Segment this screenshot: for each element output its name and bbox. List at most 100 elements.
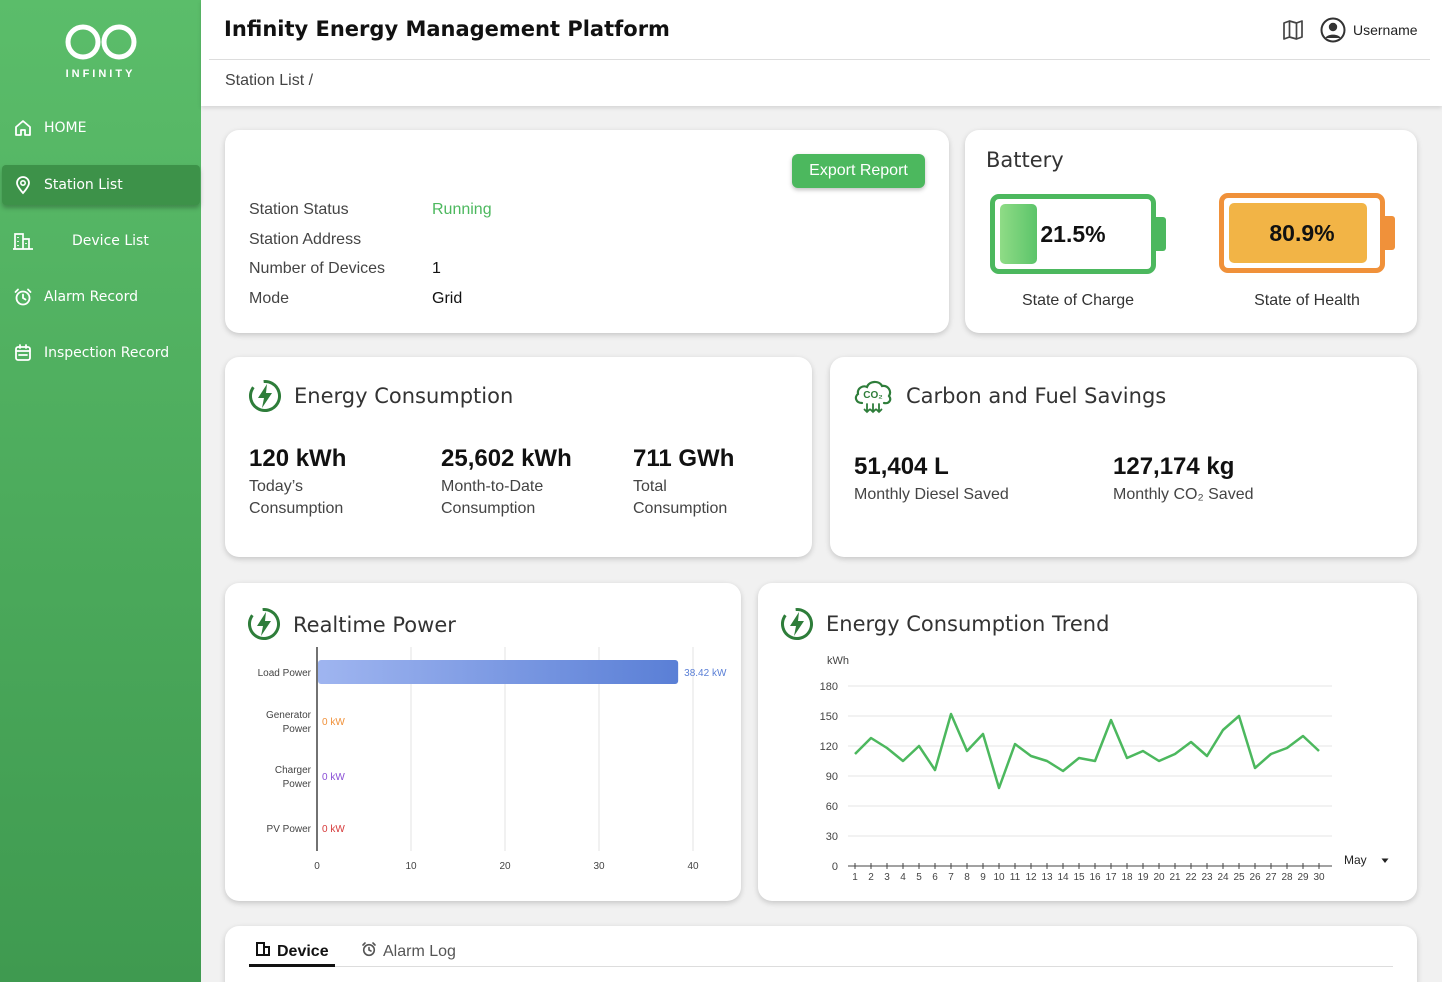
- soc-fill: [1000, 204, 1037, 264]
- sidebar-item-inspection-record[interactable]: Inspection Record: [2, 333, 200, 373]
- page-title: Infinity Energy Management Platform: [224, 17, 670, 41]
- device-count-value: 1: [432, 260, 441, 277]
- building-icon: [255, 941, 271, 962]
- x-tick-label: 29: [1297, 872, 1309, 883]
- realtime-power-title: Realtime Power: [293, 613, 456, 637]
- sidebar-item-station-list[interactable]: Station List: [2, 165, 200, 205]
- realtime-power-chart: 0 10 20 30 40 Load Power 38.42 kW Generator Powe…: [258, 647, 727, 872]
- x-tick-label: 17: [1105, 872, 1117, 883]
- x-tick-label: 27: [1265, 872, 1277, 883]
- sidebar-item-device-list[interactable]: Device List: [2, 221, 200, 261]
- y-tick-label: 120: [820, 741, 838, 753]
- tab-alarm-log-label: Alarm Log: [383, 942, 456, 960]
- x-tick-label: 28: [1281, 872, 1293, 883]
- sidebar-item-label: Inspection Record: [44, 345, 170, 361]
- lightning-icon: [247, 607, 281, 646]
- x-tick-label: 6: [932, 872, 938, 883]
- tab-alarm-log[interactable]: Alarm Log: [361, 941, 456, 962]
- data-label: 0 kW: [322, 772, 345, 783]
- category-label: Charger Power: [275, 765, 312, 790]
- x-tick-label: 13: [1041, 872, 1053, 883]
- total-consumption-label: Total Consumption: [633, 478, 728, 517]
- co2-saved-label: Monthly CO₂ Saved: [1113, 486, 1254, 503]
- x-tick-label: 14: [1057, 872, 1069, 883]
- x-tick-label: 21: [1169, 872, 1181, 883]
- x-tick-label: 4: [900, 872, 906, 883]
- y-tick-label: 150: [820, 711, 838, 723]
- category-label: Load Power: [258, 668, 312, 679]
- carbon-savings-card: CO₂ Carbon and Fuel Savings 51,404 L Mon…: [830, 357, 1417, 557]
- soc-value: 21.5%: [1040, 221, 1106, 247]
- mtd-consumption-value: 25,602 kWh: [441, 445, 572, 472]
- sidebar-item-alarm-record[interactable]: Alarm Record: [2, 277, 200, 317]
- username-label[interactable]: Username: [1353, 22, 1418, 38]
- data-label: 0 kW: [322, 717, 345, 728]
- station-address-label: Station Address: [249, 231, 362, 248]
- tab-device[interactable]: Device: [255, 941, 329, 962]
- diesel-saved-value: 51,404 L: [854, 453, 949, 480]
- x-tick-label: 11: [1010, 872, 1021, 883]
- x-tick-label: 10: [405, 861, 417, 872]
- energy-title: Energy Consumption: [294, 384, 514, 408]
- total-consumption-value: 711 GWh: [633, 445, 735, 472]
- chevron-down-icon: [1381, 853, 1389, 867]
- soh-battery-tip: [1385, 216, 1395, 250]
- header-divider: [209, 59, 1430, 60]
- mode-label: Mode: [249, 290, 290, 307]
- data-label: 38.42 kW: [684, 668, 727, 679]
- soh-battery-gauge: 80.9%: [1219, 193, 1385, 273]
- soh-label: State of Health: [1254, 292, 1360, 309]
- export-report-button[interactable]: Export Report: [792, 154, 925, 188]
- mtd-consumption-label: Month-to-Date Consumption: [441, 478, 544, 517]
- user-avatar-icon[interactable]: [1320, 17, 1346, 48]
- y-tick-label: 0: [832, 861, 838, 873]
- breadcrumb[interactable]: Station List /: [225, 72, 314, 89]
- tab-device-label: Device: [277, 942, 329, 960]
- brand-logo[interactable]: INFINITY: [0, 22, 201, 80]
- station-status-label: Station Status: [249, 201, 349, 218]
- y-tick-label: 180: [820, 681, 838, 693]
- month-select[interactable]: May: [1344, 853, 1389, 867]
- x-tick-label: 12: [1025, 872, 1037, 883]
- energy-consumption-card: Energy Consumption 120 kWh Today’s Consu…: [225, 357, 812, 557]
- category-label: PV Power: [267, 824, 312, 835]
- x-tick-label: 20: [499, 861, 511, 872]
- month-select-value: May: [1344, 853, 1367, 867]
- device-count-label: Number of Devices: [249, 260, 386, 277]
- svg-text:CO₂: CO₂: [863, 390, 882, 401]
- brand-name: INFINITY: [65, 68, 136, 80]
- x-tick-label: 23: [1201, 872, 1213, 883]
- sidebar-item-home[interactable]: HOME: [2, 108, 200, 148]
- y-axis-label: kWh: [827, 655, 849, 667]
- soc-battery-gauge: 21.5%: [990, 194, 1156, 274]
- sidebar-item-label: Alarm Record: [44, 289, 139, 305]
- x-tick-label: 10: [993, 872, 1005, 883]
- diesel-saved-label: Monthly Diesel Saved: [854, 486, 1009, 503]
- detail-tabs-card: Device Alarm Log: [225, 926, 1417, 982]
- x-tick-label: 25: [1233, 872, 1245, 883]
- x-tick-label: 30: [593, 861, 605, 872]
- soc-label: State of Charge: [1021, 292, 1135, 309]
- x-tick-label: 5: [916, 872, 922, 883]
- x-tick-label: 18: [1121, 872, 1133, 883]
- map-icon[interactable]: [1281, 18, 1305, 47]
- soc-battery-tip: [1156, 217, 1166, 251]
- x-tick-label: 9: [980, 872, 986, 883]
- alarm-clock-icon: [2, 287, 44, 307]
- sidebar-item-label: Station List: [44, 177, 123, 193]
- co2-saved-value: 127,174 kg: [1113, 453, 1235, 480]
- station-status-value: Running: [432, 201, 492, 218]
- station-info-card: Export Report Station Status Running Sta…: [225, 130, 949, 333]
- co2-cloud-icon: CO₂: [852, 375, 894, 420]
- x-tick-label: 15: [1073, 872, 1085, 883]
- calendar-icon: [2, 343, 44, 363]
- lightning-icon: [780, 607, 814, 646]
- x-tick-label: 7: [948, 872, 954, 883]
- x-tick-label: 26: [1249, 872, 1261, 883]
- carbon-title: Carbon and Fuel Savings: [906, 384, 1167, 408]
- y-tick-label: 30: [826, 831, 838, 843]
- data-label: 0 kW: [322, 824, 345, 835]
- location-pin-icon: [2, 175, 44, 195]
- consumption-series-line: [854, 712, 1320, 790]
